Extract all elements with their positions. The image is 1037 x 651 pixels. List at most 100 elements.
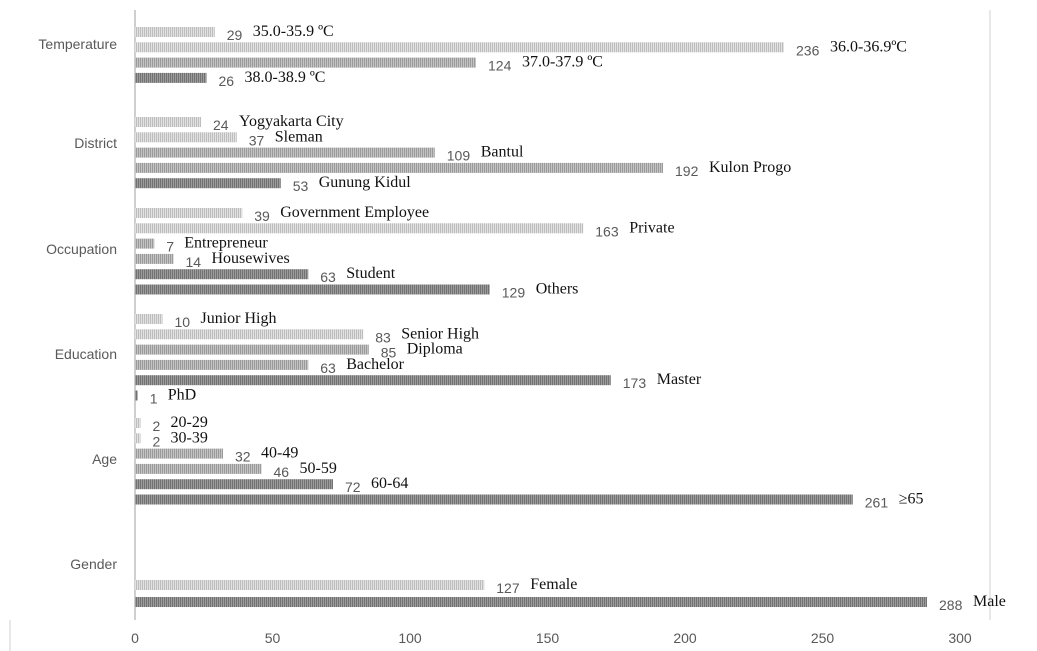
bar (135, 284, 490, 295)
bar (135, 375, 611, 386)
bar-name-label: PhD (168, 387, 196, 404)
x-tick-label: 0 (131, 630, 139, 646)
bar-name-label: Government Employee (280, 204, 429, 221)
data-label: 39 (254, 208, 270, 224)
bar-name-label: 50-59 (300, 460, 337, 477)
x-tick-label: 50 (265, 630, 281, 646)
data-label: 24 (213, 117, 229, 133)
bar (135, 359, 309, 370)
data-label: 53 (293, 178, 309, 194)
data-label: 127 (496, 580, 520, 596)
bar (135, 27, 215, 37)
bar (135, 463, 262, 474)
bar-name-label: 35.0-35.9 ºC (253, 23, 334, 40)
data-label: 63 (320, 269, 336, 285)
bar-name-label: Master (657, 371, 702, 388)
data-label: 173 (623, 375, 647, 391)
data-label: 63 (320, 360, 336, 376)
bar (135, 314, 163, 324)
data-label: 2 (153, 433, 161, 449)
data-label: 7 (166, 239, 174, 255)
data-label: 163 (595, 223, 619, 239)
bar (135, 494, 853, 505)
bar (135, 42, 784, 53)
x-tick-label: 100 (398, 630, 422, 646)
data-label: 192 (675, 163, 699, 179)
bar (135, 208, 243, 218)
category-label: Gender (70, 556, 117, 572)
bar (135, 162, 663, 173)
data-label: 288 (939, 597, 963, 613)
bar (135, 72, 207, 83)
bar (135, 580, 485, 590)
data-label: 261 (865, 495, 889, 511)
bar (135, 344, 369, 355)
bar (135, 147, 435, 158)
data-label: 124 (488, 58, 512, 74)
bar (135, 117, 201, 127)
bar (135, 418, 141, 428)
bar-name-label: 40-49 (261, 445, 298, 462)
bar (135, 433, 141, 444)
bar-name-label: Male (973, 593, 1006, 610)
data-label: 1 (150, 391, 158, 407)
bar-name-label: Student (346, 265, 395, 282)
category-label: Occupation (46, 241, 117, 257)
bar (135, 390, 138, 401)
bar-name-label: Housewives (212, 250, 290, 267)
bar-name-label: 38.0-38.9 ºC (245, 69, 326, 86)
bar (135, 448, 223, 459)
data-label: 2 (153, 418, 161, 434)
data-label: 129 (502, 285, 526, 301)
bar (135, 253, 174, 264)
data-label: 14 (186, 254, 202, 270)
bar-name-label: Sleman (275, 128, 323, 145)
bar (135, 269, 309, 280)
bar (135, 223, 584, 234)
bar-name-label: Yogyakarta City (239, 113, 344, 130)
bar-name-label: Junior High (201, 310, 277, 327)
bar (135, 132, 237, 143)
data-label: 32 (235, 449, 251, 465)
bar-name-label: Bantul (481, 144, 524, 161)
data-label: 10 (175, 314, 191, 330)
data-label: 85 (381, 345, 397, 361)
bar-name-label: 60-64 (371, 475, 408, 492)
bar-name-label: 30-39 (171, 429, 208, 446)
data-label: 46 (274, 464, 290, 480)
data-label: 72 (345, 479, 361, 495)
bar-name-label: 37.0-37.9 ºC (522, 54, 603, 71)
data-label: 83 (375, 329, 391, 345)
bar (135, 178, 281, 189)
data-label: 37 (249, 132, 265, 148)
bar (135, 57, 476, 68)
data-label: 109 (447, 148, 471, 164)
bar (135, 597, 927, 607)
bar-name-label: Private (629, 219, 674, 236)
bar (135, 238, 155, 249)
bar-name-label: Senior High (401, 325, 479, 342)
bar-name-label: 20-29 (171, 414, 208, 431)
bar-name-label: ≥65 (899, 491, 924, 508)
bar-name-label: Gunung Kidul (319, 174, 412, 191)
bar (135, 329, 364, 340)
bar-name-label: Others (536, 281, 579, 298)
data-label: 236 (796, 42, 820, 58)
bar-name-label: Diploma (407, 341, 463, 358)
bar (135, 479, 333, 490)
bar-name-label: Entrepreneur (184, 235, 268, 252)
data-label: 29 (227, 27, 243, 43)
x-tick-label: 250 (811, 630, 835, 646)
category-label: Temperature (38, 36, 117, 52)
data-label: 26 (219, 73, 235, 89)
x-tick-label: 300 (948, 630, 972, 646)
bar-name-label: 36.0-36.9ºC (830, 38, 907, 55)
category-label: District (74, 135, 117, 151)
bar-name-label: Bachelor (346, 356, 404, 373)
category-label: Age (92, 451, 117, 467)
x-tick-label: 150 (536, 630, 560, 646)
category-label: Education (55, 346, 117, 362)
bar-name-label: Kulon Progo (709, 159, 791, 176)
x-tick-label: 200 (673, 630, 697, 646)
